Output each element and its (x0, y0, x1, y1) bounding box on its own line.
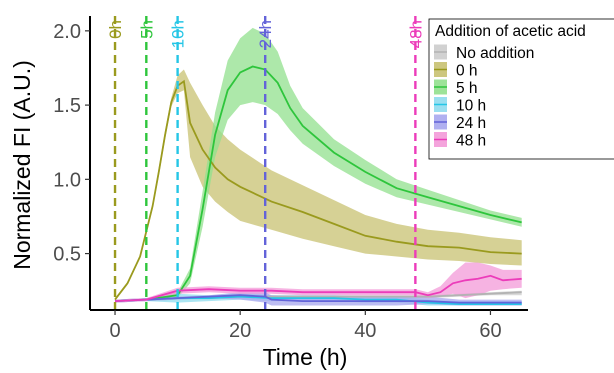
tick-labels: 0 20 40 60 0.5 1.0 1.5 2.0 (53, 21, 501, 342)
vertical-markers: 0h 5h 10h 24h 48h (106, 16, 425, 310)
line-5-h (146, 65, 522, 301)
line-0-h (114, 79, 522, 301)
series-lines (114, 65, 522, 306)
vline-label-5h: 5h (137, 20, 156, 39)
legend-label-48-h: 48 h (456, 133, 486, 150)
legend-title: Addition of acetic acid (435, 23, 586, 40)
x-tick-label: 0 (109, 320, 120, 342)
band-0-h (115, 69, 522, 302)
x-tick-label: 40 (354, 320, 376, 342)
y-tick-label: 2.0 (53, 21, 81, 43)
y-tick-label: 0.5 (53, 244, 81, 266)
vline-label-48h: 48h (406, 20, 425, 48)
y-axis-title: Normalized FI (A.U.) (9, 60, 35, 270)
band-5-h (146, 27, 522, 302)
x-axis-title: Time (h) (263, 344, 348, 370)
vline-label-24h: 24h (256, 20, 275, 48)
y-tick-label: 1.0 (53, 169, 81, 191)
legend-label-10-h: 10 h (456, 98, 486, 115)
legend-box (428, 18, 614, 160)
x-tick-label: 20 (229, 320, 251, 342)
y-tick-label: 1.5 (53, 95, 81, 117)
axes (85, 16, 528, 315)
line-24-h (114, 294, 522, 304)
legend-label-no-addition: No addition (456, 45, 534, 62)
vline-label-0h: 0h (106, 20, 125, 39)
legend-label-24-h: 24 h (456, 115, 486, 132)
vline-label-10h: 10h (169, 20, 188, 48)
x-tick-label: 60 (479, 320, 501, 342)
legend-label-5-h: 5 h (456, 80, 478, 97)
line-48-h (114, 274, 522, 302)
legend-label-0-h: 0 h (456, 63, 478, 80)
